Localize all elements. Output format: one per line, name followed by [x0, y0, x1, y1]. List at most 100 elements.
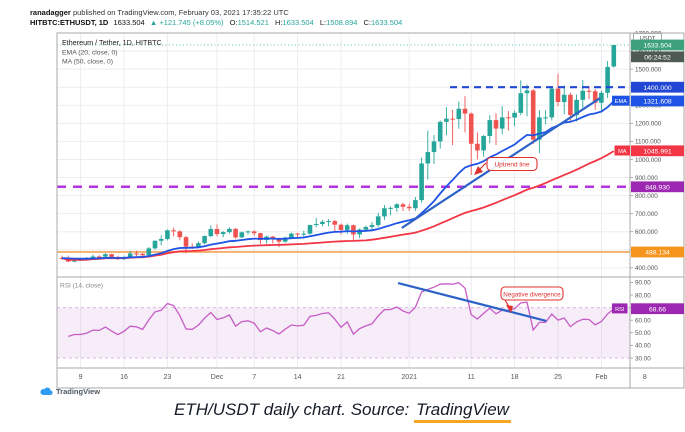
price-change-text: ▲ +121.745 (+8.05%) — [149, 17, 224, 27]
candle-body — [171, 230, 176, 232]
candle-body — [561, 94, 567, 103]
time-axis-label[interactable]: Feb — [595, 374, 607, 381]
candle-body — [152, 240, 158, 249]
ema20-line — [61, 100, 615, 260]
caption-source-link[interactable]: TradingView — [414, 400, 511, 423]
candle-body — [419, 163, 424, 201]
time-axis-label[interactable]: 23 — [164, 374, 172, 381]
last-price-badge-value: 1633.504 — [643, 43, 672, 50]
candle-body — [493, 120, 499, 129]
price-tick-label[interactable]: 1100.000 — [635, 139, 661, 146]
time-axis-label[interactable]: 7 — [252, 374, 256, 381]
candle-body — [611, 45, 617, 67]
candle-body — [326, 221, 331, 223]
time-axis-label[interactable]: 25 — [554, 374, 562, 381]
close-value: 1633.504 — [371, 17, 403, 27]
uptrend-label: Uptrend line — [494, 162, 529, 169]
candle-body — [382, 208, 387, 217]
rsi-tick-label[interactable]: 90.00 — [635, 280, 651, 287]
candle-body — [295, 233, 300, 235]
candle-body — [276, 238, 282, 242]
rsi-tick-label[interactable]: 60.00 — [635, 318, 651, 325]
time-axis-label[interactable]: 11 — [468, 374, 475, 381]
time-axis-label[interactable]: 16 — [120, 374, 128, 381]
tradingview-watermark-text: TradingView — [56, 386, 101, 396]
time-axis-label[interactable]: 9 — [79, 374, 83, 381]
high-value: 1633.504 — [282, 17, 314, 27]
candle-body — [177, 231, 183, 238]
chart-canvas[interactable]: 91623Dec714212021111825Feb8400.000500.00… — [0, 0, 685, 398]
uptrend-arrowhead-icon — [474, 166, 483, 175]
time-axis-label[interactable]: 2021 — [401, 374, 417, 381]
candle-body — [555, 88, 561, 103]
resistance-price-badge — [631, 81, 684, 93]
time-axis-label[interactable]: 18 — [511, 374, 519, 381]
candle-body — [351, 225, 356, 235]
ma-price-badge — [631, 145, 684, 157]
candle-body — [444, 118, 449, 122]
candle-body — [165, 230, 170, 239]
rsi-tick-label[interactable]: 40.00 — [635, 343, 651, 350]
price-tick-label[interactable]: 800.000 — [635, 193, 658, 200]
ema-price-value: 1321.608 — [643, 99, 672, 106]
time-axis-label[interactable]: 14 — [294, 374, 302, 381]
price-tick-label[interactable]: 700.000 — [635, 211, 658, 218]
candle-body — [146, 248, 152, 256]
price-tick-label[interactable]: 1000.000 — [635, 157, 662, 164]
time-axis-label[interactable]: Dec — [211, 374, 224, 381]
candle-body — [202, 236, 207, 244]
symbol-name: HITBTC:ETHUSDT, 1D — [30, 17, 109, 27]
rsi-value-badge — [631, 303, 684, 315]
candle-body — [332, 221, 338, 225]
price-tick-label[interactable]: 600.000 — [635, 229, 658, 236]
rsi-line — [68, 281, 615, 338]
time-axis-label[interactable]: 21 — [337, 374, 345, 381]
candle-body — [227, 228, 232, 233]
uptrend-label-box — [486, 156, 538, 172]
time-axis-label[interactable]: 8 — [643, 374, 647, 381]
rsi-tick-label[interactable]: 30.00 — [635, 355, 651, 362]
rsi-legend: RSI (14, close) — [60, 283, 103, 290]
candle-body — [518, 93, 524, 113]
candle-body — [258, 233, 263, 241]
chart-border — [56, 32, 685, 389]
candle-body — [530, 90, 536, 140]
caption: ETH/USDT daily chart. Source: TradingVie… — [0, 400, 685, 423]
price-tick-label[interactable]: 900.000 — [635, 175, 658, 182]
candle-body — [425, 152, 431, 164]
candle-body — [369, 225, 375, 228]
candle-body — [400, 204, 406, 207]
tradingview-cloud-icon — [40, 387, 53, 396]
candle-body — [96, 256, 102, 258]
candle-body — [375, 216, 381, 226]
ma-legend: MA (50, close, 0) — [62, 59, 113, 66]
bar-countdown-badge — [631, 51, 684, 63]
low-value: 1508.894 — [326, 17, 358, 27]
quote-currency-label: USDT — [640, 36, 656, 42]
candle-body — [196, 243, 201, 247]
candle-body — [524, 90, 530, 94]
candle-body — [338, 224, 344, 230]
candle-body — [344, 225, 350, 230]
rsi-downtrend-line — [397, 281, 547, 323]
rsi-tick-label[interactable]: 50.00 — [635, 330, 651, 337]
candle-body — [431, 141, 437, 153]
candle-body — [239, 232, 245, 238]
low-label: L: — [319, 17, 327, 27]
last-price-badge — [631, 39, 684, 51]
main-legend-title: Ethereum / Tether, 1D, HITBTC — [62, 38, 162, 47]
price-tick-label[interactable]: 1200.000 — [635, 121, 662, 128]
close-label: C: — [363, 17, 372, 27]
candle-body — [549, 88, 555, 118]
last-price-text: 1633.504 — [113, 17, 145, 27]
publish-header: ranadagger published on TradingView.com,… — [30, 8, 402, 27]
ma-price-value: 1045.991 — [643, 148, 672, 155]
rsi-tick-label[interactable]: 80.00 — [635, 292, 651, 299]
candle-body — [313, 223, 319, 226]
price-tick-label[interactable]: 400.000 — [635, 265, 658, 272]
candle-body — [437, 121, 443, 142]
ma-tag: MA — [618, 149, 627, 155]
candle-body — [320, 221, 325, 224]
price-tick-label[interactable]: 1500.000 — [635, 66, 662, 73]
candle-body — [103, 254, 108, 257]
